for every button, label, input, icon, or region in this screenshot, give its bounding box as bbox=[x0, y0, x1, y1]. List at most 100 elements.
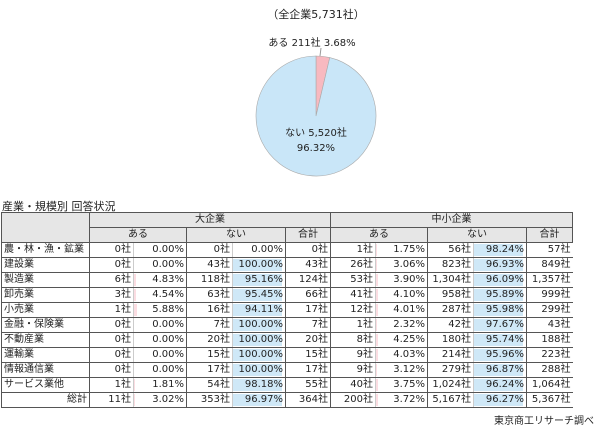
data-bar bbox=[134, 394, 136, 406]
count-cell: 41社 bbox=[330, 287, 376, 303]
count-cell: 20社 bbox=[285, 332, 331, 348]
row-label: サービス業他 bbox=[1, 377, 90, 393]
pct-value: 100.00% bbox=[238, 349, 284, 360]
response-table: 大企業 中小企業 ある ない 合計 ある ない 合計 農・林・漁・鉱業 0社 0.00% 0社 0… bbox=[1, 212, 573, 408]
slice-label-yes: ある 211社 3.68% bbox=[268, 38, 356, 49]
row-label: 農・林・漁・鉱業 bbox=[1, 242, 90, 258]
pct-cell: 97.67% bbox=[473, 317, 527, 333]
data-bar bbox=[233, 259, 283, 271]
count-cell: 200社 bbox=[330, 392, 376, 408]
pct-value: 3.72% bbox=[393, 394, 425, 405]
pct-value: 95.74% bbox=[485, 334, 524, 345]
data-bar bbox=[376, 289, 378, 301]
count-cell: 288社 bbox=[526, 362, 573, 378]
row-label: 小売業 bbox=[1, 302, 90, 318]
pct-cell: 96.87% bbox=[473, 362, 527, 378]
pct-cell: 1.75% bbox=[375, 242, 428, 258]
subheader-no: ない bbox=[186, 227, 286, 243]
pct-cell: 100.00% bbox=[232, 332, 286, 348]
pct-cell: 95.89% bbox=[473, 287, 527, 303]
data-bar bbox=[376, 259, 378, 271]
data-bar bbox=[233, 334, 283, 346]
pct-cell: 0.00% bbox=[133, 362, 187, 378]
pct-value: 1.81% bbox=[152, 379, 184, 390]
count-cell: 279社 bbox=[427, 362, 474, 378]
count-cell: 5,367社 bbox=[526, 392, 573, 408]
count-cell: 11社 bbox=[89, 392, 134, 408]
pct-cell: 100.00% bbox=[232, 347, 286, 363]
pct-cell: 95.45% bbox=[232, 287, 286, 303]
pct-value: 100.00% bbox=[238, 319, 284, 330]
row-label: 総計 bbox=[1, 392, 90, 408]
count-cell: 42社 bbox=[427, 317, 474, 333]
count-cell: 9社 bbox=[330, 347, 376, 363]
pct-value: 2.32% bbox=[393, 319, 425, 330]
count-cell: 180社 bbox=[427, 332, 474, 348]
pct-value: 95.16% bbox=[244, 274, 283, 285]
row-label: 卸売業 bbox=[1, 287, 90, 303]
data-bar bbox=[376, 274, 378, 286]
count-cell: 26社 bbox=[330, 257, 376, 273]
pct-cell: 3.02% bbox=[133, 392, 187, 408]
pct-value: 98.18% bbox=[244, 379, 283, 390]
pct-value: 4.03% bbox=[393, 349, 425, 360]
count-cell: 1社 bbox=[330, 317, 376, 333]
pct-cell: 4.83% bbox=[133, 272, 187, 288]
data-bar bbox=[474, 364, 524, 376]
pct-value: 97.67% bbox=[485, 319, 524, 330]
count-cell: 17社 bbox=[285, 362, 331, 378]
pct-cell: 1.81% bbox=[133, 377, 187, 393]
pct-value: 96.27% bbox=[485, 394, 524, 405]
count-cell: 299社 bbox=[526, 302, 573, 318]
pct-cell: 4.01% bbox=[375, 302, 428, 318]
pct-value: 96.97% bbox=[244, 394, 283, 405]
pct-cell: 96.97% bbox=[232, 392, 286, 408]
pct-value: 3.12% bbox=[393, 364, 425, 375]
pct-value: 4.83% bbox=[152, 274, 184, 285]
pct-value: 0.00% bbox=[152, 349, 184, 360]
data-bar bbox=[474, 394, 524, 406]
data-bar bbox=[376, 364, 378, 376]
pct-cell: 3.12% bbox=[375, 362, 428, 378]
count-cell: 188社 bbox=[526, 332, 573, 348]
count-cell: 54社 bbox=[186, 377, 233, 393]
table-row: 卸売業 3社 4.54% 63社 95.45% 66社 41社 4.10% 958社 95.89%… bbox=[1, 287, 573, 303]
count-cell: 5,167社 bbox=[427, 392, 474, 408]
pct-cell: 2.32% bbox=[375, 317, 428, 333]
count-cell: 353社 bbox=[186, 392, 233, 408]
data-bar bbox=[233, 319, 283, 331]
pct-cell: 4.03% bbox=[375, 347, 428, 363]
pct-value: 96.09% bbox=[485, 274, 524, 285]
source-note: 東京商工リサーチ調べ bbox=[494, 416, 594, 427]
pct-cell: 0.00% bbox=[133, 347, 187, 363]
row-label: 運輸業 bbox=[1, 347, 90, 363]
pct-cell: 0.00% bbox=[133, 242, 187, 258]
pct-value: 3.02% bbox=[152, 394, 184, 405]
pct-cell: 5.88% bbox=[133, 302, 187, 318]
data-bar bbox=[474, 334, 524, 346]
row-label: 建設業 bbox=[1, 257, 90, 273]
data-bar bbox=[474, 259, 524, 271]
table-row: 小売業 1社 5.88% 16社 94.11% 17社 12社 4.01% 287社 95.98%… bbox=[1, 302, 573, 318]
count-cell: 0社 bbox=[285, 242, 331, 258]
pct-cell: 100.00% bbox=[232, 317, 286, 333]
count-cell: 3社 bbox=[89, 287, 134, 303]
count-cell: 1社 bbox=[89, 302, 134, 318]
table-row: 運輸業 0社 0.00% 15社 100.00% 15社 9社 4.03% 214社 95.96%… bbox=[1, 347, 573, 363]
count-cell: 15社 bbox=[186, 347, 233, 363]
pie-chart bbox=[255, 47, 377, 177]
header-large: 大企業 bbox=[89, 212, 331, 228]
table-row: 総計 11社 3.02% 353社 96.97% 364社 200社 3.72% 5,167社 9… bbox=[1, 392, 573, 408]
data-bar bbox=[233, 289, 283, 301]
pct-cell: 95.74% bbox=[473, 332, 527, 348]
pct-cell: 4.54% bbox=[133, 287, 187, 303]
pct-value: 0.00% bbox=[152, 319, 184, 330]
pie-slice-no bbox=[255, 55, 377, 177]
pct-cell: 100.00% bbox=[232, 257, 286, 273]
count-cell: 17社 bbox=[186, 362, 233, 378]
table-row: 情報通信業 0社 0.00% 17社 100.00% 17社 9社 3.12% 279社 96.8… bbox=[1, 362, 573, 378]
table-row: 製造業 6社 4.83% 118社 95.16% 124社 53社 3.90% 1,304社 96… bbox=[1, 272, 573, 288]
table-row: 不動産業 0社 0.00% 20社 100.00% 20社 8社 4.25% 180社 95.74… bbox=[1, 332, 573, 348]
pct-value: 95.45% bbox=[244, 289, 283, 300]
table-row: サービス業他 1社 1.81% 54社 98.18% 55社 40社 3.75% 1,024社 9… bbox=[1, 377, 573, 393]
